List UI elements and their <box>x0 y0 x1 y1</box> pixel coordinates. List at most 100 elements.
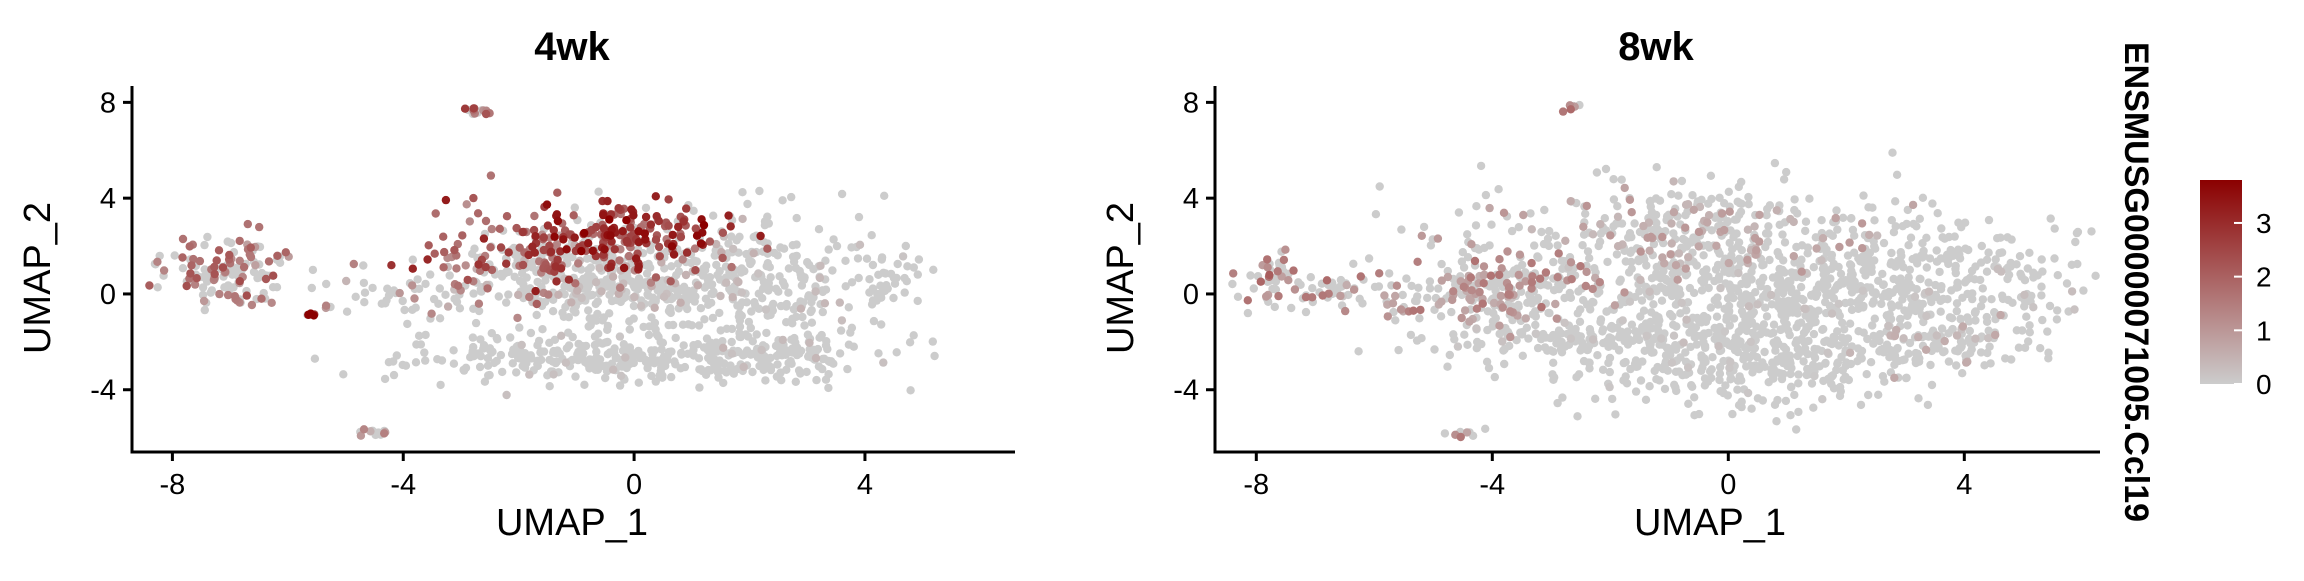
cell-point <box>653 286 662 295</box>
cell-point <box>483 361 493 370</box>
cell-point <box>1413 257 1422 266</box>
cell-point <box>901 241 910 251</box>
cell-point <box>395 288 404 298</box>
cell-point <box>421 279 430 289</box>
cell-point <box>1582 201 1592 211</box>
cell-point <box>1496 291 1506 301</box>
y-tick-label: 0 <box>100 279 116 311</box>
cell-point <box>1256 277 1266 286</box>
cell-point <box>694 354 704 363</box>
cell-point <box>178 234 188 244</box>
cell-point <box>1936 307 1945 316</box>
cell-point <box>1728 245 1737 254</box>
cell-point <box>517 340 526 350</box>
cell-point <box>1829 335 1838 344</box>
cell-point <box>214 246 224 255</box>
cell-point <box>641 261 650 270</box>
cell-point <box>1732 215 1741 224</box>
cell-point <box>674 222 683 232</box>
cell-point <box>1396 305 1406 314</box>
cell-point <box>1890 351 1900 360</box>
cell-point <box>865 275 874 284</box>
cell-point <box>1790 205 1799 215</box>
cell-point <box>189 254 198 264</box>
cell-point <box>439 263 448 272</box>
cell-point <box>469 193 478 203</box>
cell-point <box>699 220 709 230</box>
cell-point <box>1887 248 1896 258</box>
cell-point <box>1682 315 1691 324</box>
cell-point <box>504 267 513 277</box>
cell-point <box>1772 206 1782 215</box>
cell-point <box>594 187 603 196</box>
cell-point <box>797 281 807 290</box>
cell-point <box>582 254 592 263</box>
cell-point <box>689 206 698 215</box>
cell-point <box>1790 195 1799 204</box>
cell-point <box>1809 329 1819 339</box>
cell-point <box>656 356 666 365</box>
cell-point <box>1591 394 1600 403</box>
cell-point <box>555 349 564 358</box>
cell-point <box>1769 320 1779 329</box>
cell-point <box>1785 351 1795 360</box>
cell-point <box>1463 340 1472 349</box>
cell-point <box>522 273 531 282</box>
cell-point <box>564 275 574 284</box>
cell-point <box>914 255 924 264</box>
cell-point <box>1553 398 1562 408</box>
cell-point <box>557 331 566 340</box>
cell-point <box>424 241 433 250</box>
cell-point <box>715 308 724 318</box>
cell-point <box>1792 425 1801 434</box>
cell-point <box>1956 315 1966 324</box>
cell-point <box>1681 348 1690 357</box>
cell-point <box>1745 320 1754 329</box>
cell-point <box>554 290 563 299</box>
cell-point <box>1600 214 1610 223</box>
cell-point <box>553 188 562 197</box>
cell-point <box>559 235 568 244</box>
cell-point <box>1951 346 1960 355</box>
cell-point <box>2029 303 2038 312</box>
cell-point <box>1354 347 1363 356</box>
cell-point <box>928 337 937 346</box>
cell-point <box>1611 410 1620 419</box>
panel-title: 4wk <box>534 25 610 69</box>
cell-point <box>1800 304 1809 313</box>
cell-point <box>1786 411 1795 420</box>
cell-point <box>1308 293 1317 302</box>
cell-point <box>1462 428 1472 437</box>
cell-point <box>532 299 541 309</box>
cell-point <box>1940 347 1949 356</box>
cell-point <box>2024 337 2033 346</box>
cell-point <box>1944 357 1954 366</box>
cell-point <box>1466 273 1476 282</box>
cell-point <box>1910 292 1920 301</box>
cell-point <box>1784 326 1793 335</box>
cell-point <box>1634 257 1643 266</box>
cell-point <box>615 332 625 341</box>
cell-point <box>1958 369 1967 378</box>
cell-point <box>1650 366 1659 376</box>
cell-point <box>511 250 520 260</box>
cell-point <box>1456 432 1465 442</box>
cell-point <box>1518 260 1527 270</box>
cell-point <box>862 254 872 263</box>
cell-point <box>1797 241 1807 250</box>
cell-point <box>903 262 912 271</box>
cell-point <box>1620 246 1629 255</box>
cell-point <box>1625 297 1635 306</box>
cell-point <box>1552 314 1562 323</box>
cell-point <box>574 259 583 268</box>
cell-point <box>1579 356 1589 366</box>
cell-point <box>1579 222 1588 231</box>
cell-point <box>606 231 615 240</box>
cell-point <box>1838 318 1847 328</box>
cell-point <box>1645 287 1654 296</box>
cell-point <box>594 338 604 347</box>
cell-point <box>1560 293 1569 303</box>
cell-point <box>578 351 587 360</box>
cell-point <box>1794 370 1803 379</box>
cell-point <box>255 222 264 232</box>
